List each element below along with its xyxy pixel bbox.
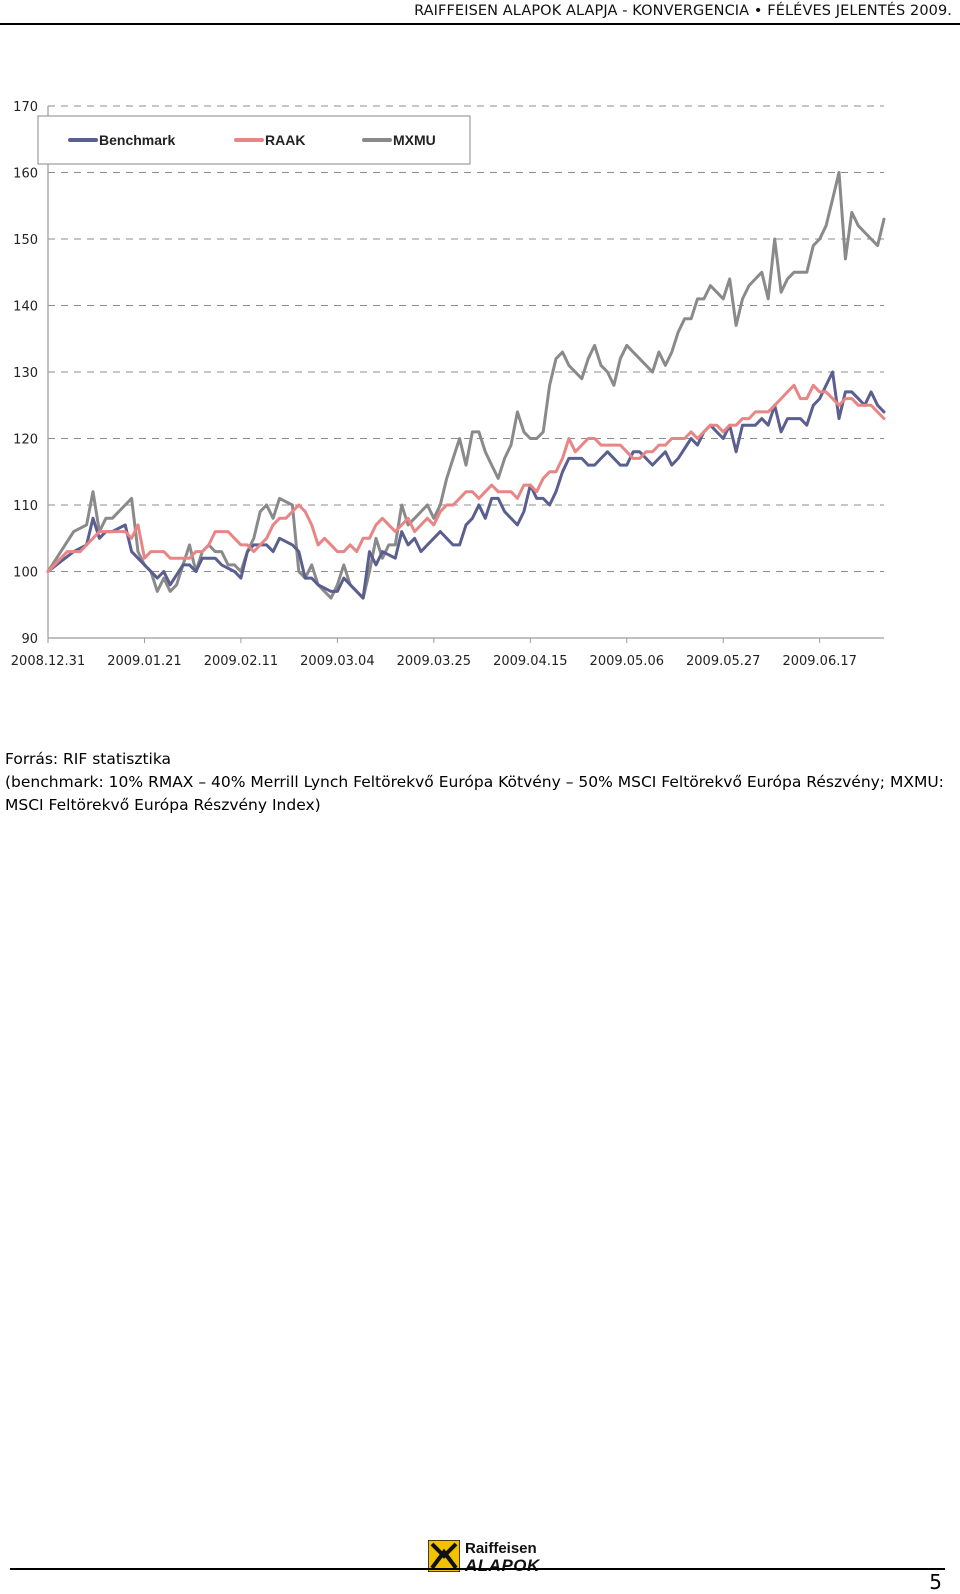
y-tick-label: 110 — [13, 499, 38, 514]
page-number: 5 — [929, 1570, 942, 1594]
x-tick-label: 2009.06.17 — [782, 654, 856, 669]
source-note: Forrás: RIF statisztika (benchmark: 10% … — [5, 748, 955, 817]
y-tick-label: 100 — [13, 566, 38, 581]
header-bullet: • — [753, 3, 763, 19]
chart-series — [46, 171, 886, 600]
header-title-left: RAIFFEISEN ALAPOK ALAPJA - KONVERGENCIA — [414, 3, 750, 19]
x-tick-label: 2009.04.15 — [493, 654, 567, 669]
source-line: Forrás: RIF statisztika — [5, 750, 172, 768]
logo-wordmark-top: Raiffeisen — [465, 1540, 537, 1557]
chart-legend: Benchmark RAAK MXMU — [37, 115, 471, 165]
legend-label-mxmu: MXMU — [393, 132, 436, 148]
x-tick-label: 2009.03.25 — [397, 654, 471, 669]
x-tick-label: 2009.03.04 — [300, 654, 374, 669]
logo-wordmark-bottom: ALAPOK — [465, 1556, 540, 1575]
y-tick-label: 120 — [13, 433, 38, 448]
x-tick-label: 2009.05.06 — [590, 654, 664, 669]
series-line-benchmark — [46, 370, 886, 600]
series-line-mxmu — [46, 171, 886, 600]
x-tick-label: 2009.05.27 — [686, 654, 760, 669]
series-line-raak — [46, 383, 886, 573]
chart-axes: 90 100 110 120 130 140 150 160 170 2008.12.31 2009… — [11, 100, 884, 669]
performance-line-chart: 90 100 110 120 130 140 150 160 170 2008.12.31 2009… — [11, 100, 886, 669]
y-tick-label: 90 — [21, 632, 38, 647]
legend-label-benchmark: Benchmark — [99, 132, 175, 148]
chart-gridlines — [48, 105, 884, 572]
x-tick-label: 2009.01.21 — [107, 654, 181, 669]
benchmark-description: (benchmark: 10% RMAX – 40% Merrill Lynch… — [5, 773, 944, 814]
x-tick-label: 2009.02.11 — [204, 654, 278, 669]
page-header: RAIFFEISEN ALAPOK ALAPJA - KONVERGENCIA … — [0, 0, 960, 25]
header-title: RAIFFEISEN ALAPOK ALAPJA - KONVERGENCIA … — [414, 3, 952, 19]
footer-divider — [10, 1568, 945, 1570]
y-tick-label: 150 — [13, 233, 38, 248]
y-tick-label: 130 — [13, 366, 38, 381]
raiffeisen-gable-cross-icon — [428, 1540, 460, 1572]
header-title-right: FÉLÉVES JELENTÉS 2009. — [767, 3, 952, 19]
legend-label-raak: RAAK — [265, 132, 305, 148]
header-divider — [0, 23, 960, 25]
raiffeisen-logo: Raiffeisen ALAPOK — [428, 1540, 553, 1580]
y-tick-label: 160 — [13, 167, 38, 182]
y-tick-label: 140 — [13, 300, 38, 315]
x-tick-label: 2008.12.31 — [11, 654, 85, 669]
y-tick-label: 170 — [13, 100, 38, 115]
